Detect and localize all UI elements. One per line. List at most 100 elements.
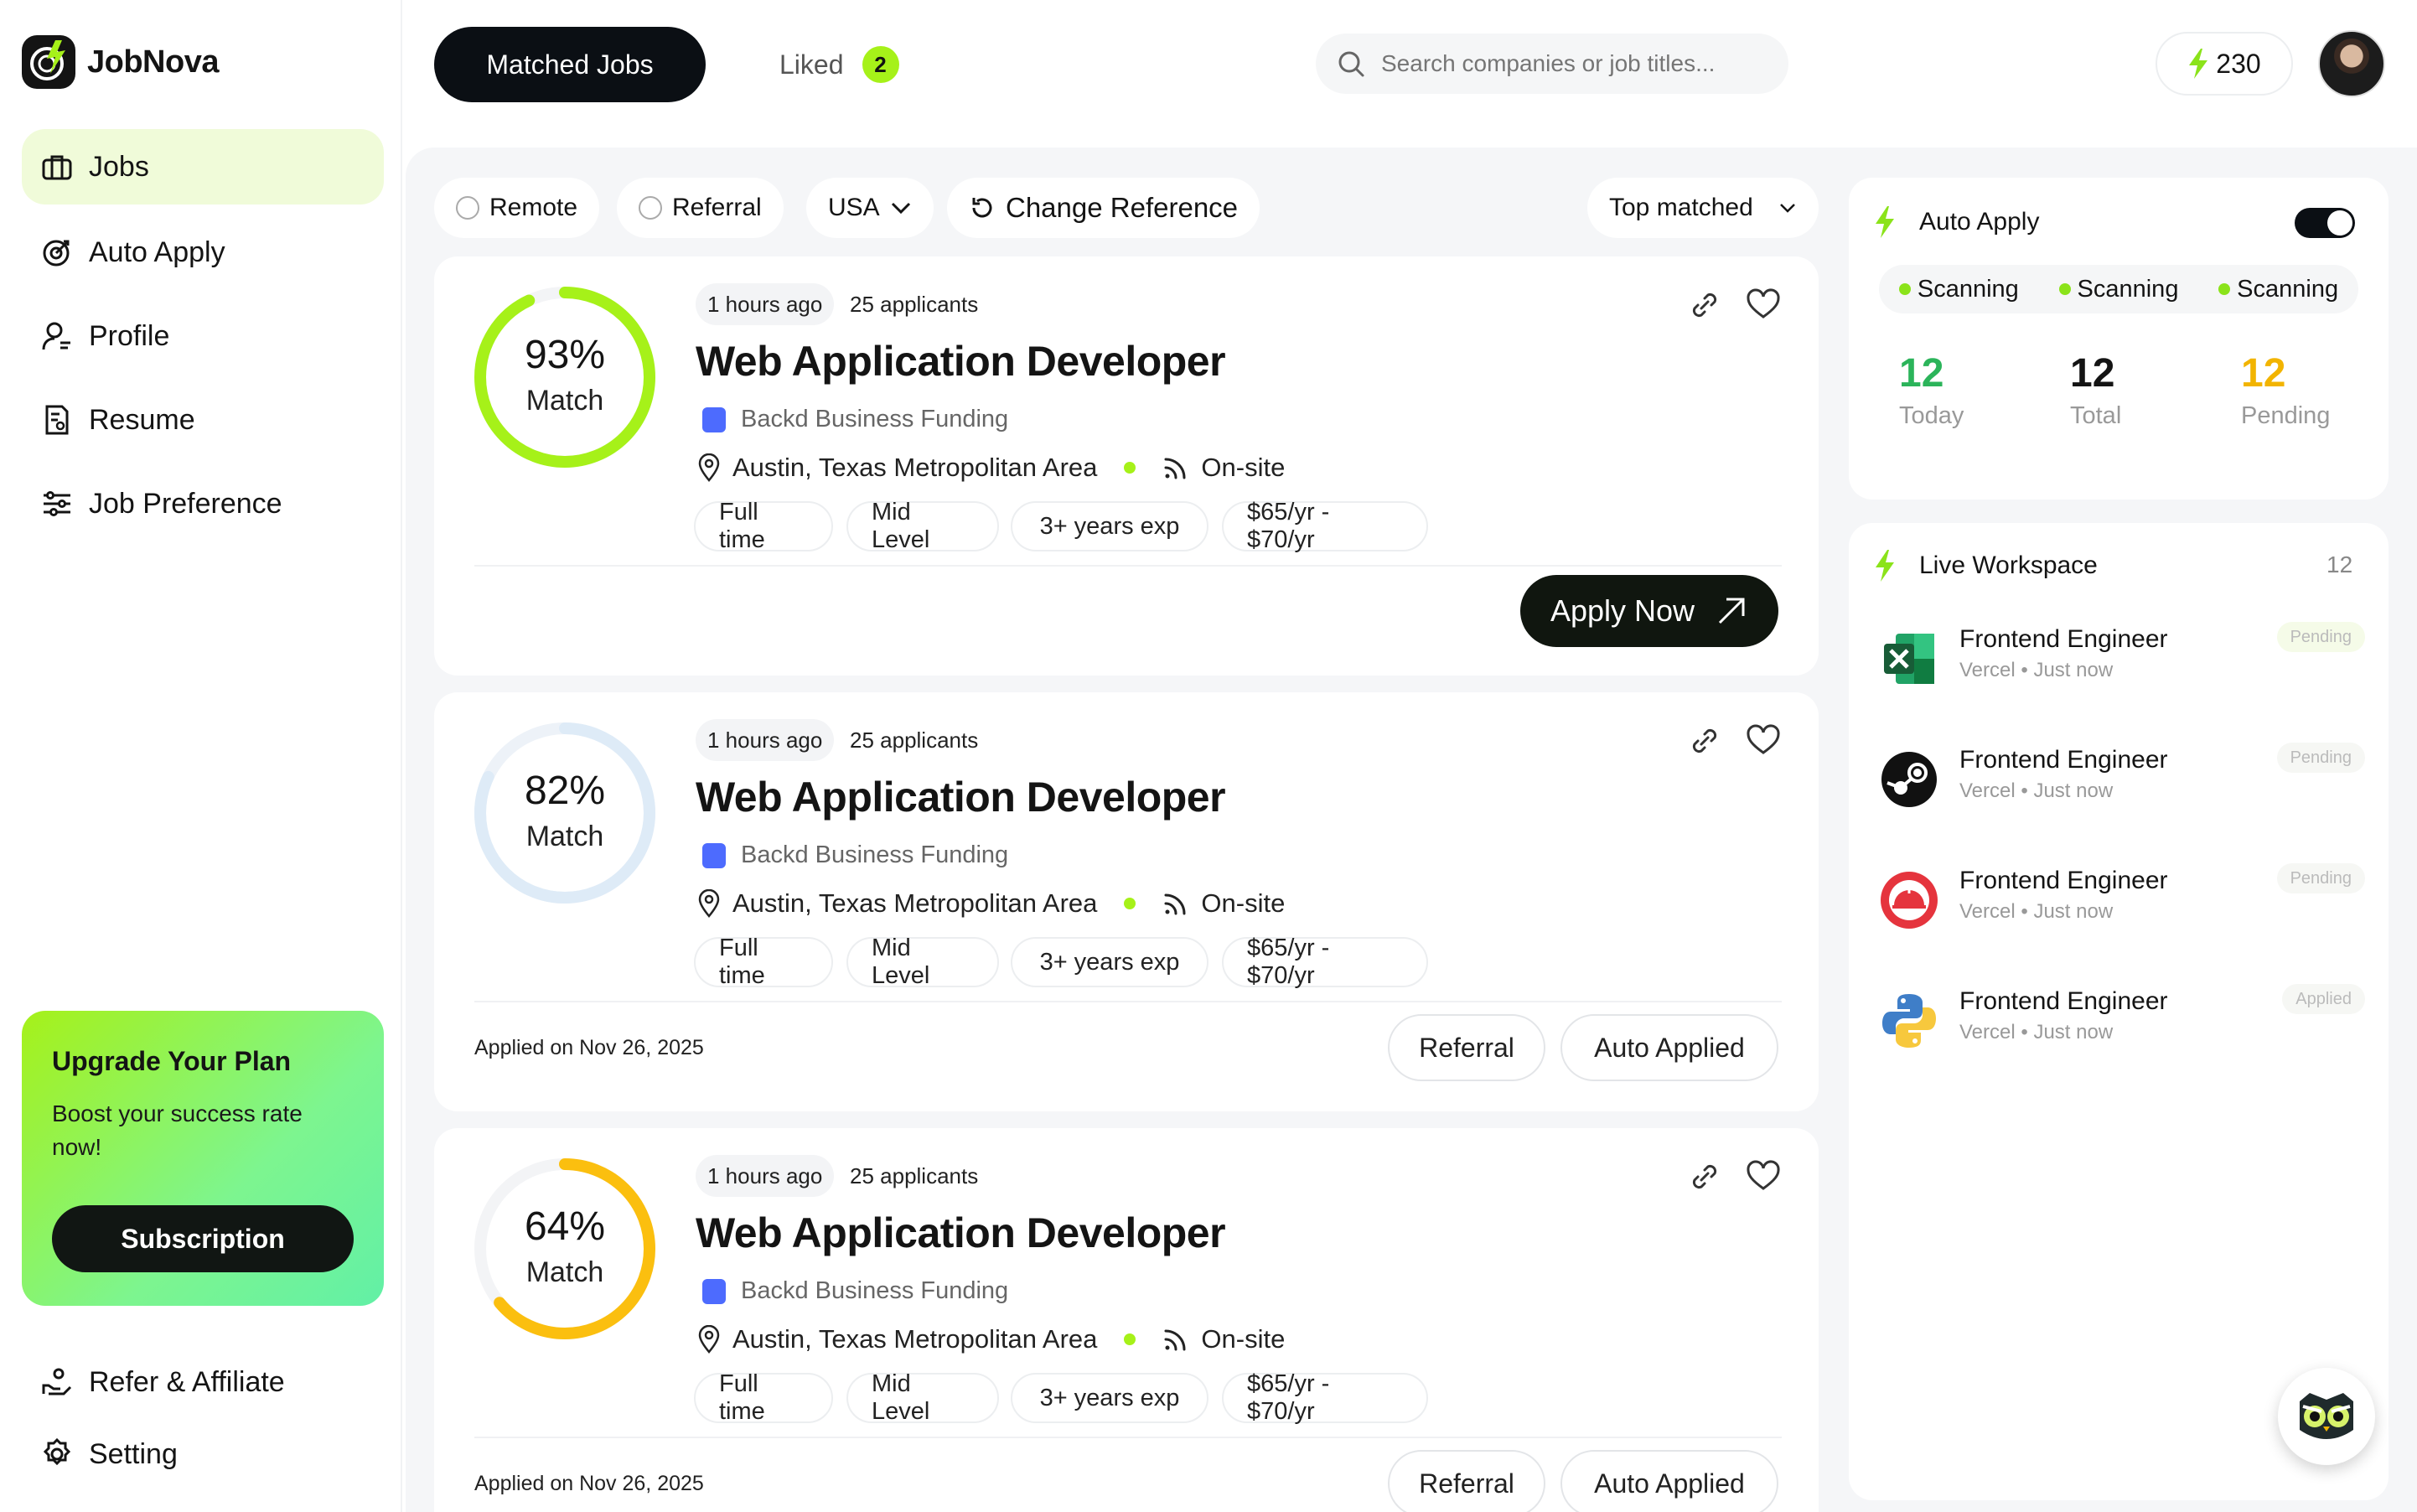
- excel-icon: [1884, 634, 1934, 684]
- search-input[interactable]: [1381, 50, 1767, 77]
- lightning-icon: [1876, 206, 1894, 238]
- job-title[interactable]: Web Application Developer: [696, 338, 1226, 385]
- status-badge: Pending: [2276, 622, 2365, 652]
- workspace-item-meta: Vercel • Just now: [1959, 659, 2114, 681]
- sidebar-item-jobs[interactable]: Jobs: [22, 129, 384, 205]
- tab-matched-jobs[interactable]: Matched Jobs: [434, 27, 706, 102]
- location-text: Austin, Texas Metropolitan Area: [732, 888, 1098, 918]
- refresh-icon: [972, 198, 992, 218]
- job-tag: Full time: [694, 1370, 833, 1425]
- auto-applied-button[interactable]: Auto Applied: [1560, 1014, 1778, 1081]
- heart-icon[interactable]: [1745, 287, 1782, 324]
- python-icon: [1882, 994, 1936, 1048]
- credits-pill[interactable]: 230: [2156, 32, 2293, 96]
- link-icon[interactable]: [1686, 1158, 1723, 1195]
- job-title[interactable]: Web Application Developer: [696, 774, 1226, 821]
- subscription-button[interactable]: Subscription: [52, 1205, 354, 1272]
- separator-dot: [1124, 898, 1136, 909]
- status-badge: Applied: [2282, 984, 2365, 1014]
- referral-button[interactable]: Referral: [1388, 1450, 1545, 1512]
- match-ring: [474, 1158, 655, 1339]
- workspace-item[interactable]: Frontend Engineer Vercel • Just now Appl…: [1879, 984, 2365, 1051]
- stat-today-value: 12: [1899, 351, 1944, 396]
- scanning-row: Scanning Scanning Scanning: [1879, 265, 2358, 313]
- sidebar-item-label: Setting: [89, 1437, 178, 1470]
- workspace-item[interactable]: Frontend Engineer Vercel • Just now Pend…: [1879, 622, 2365, 689]
- stat-total-label: Total: [2070, 402, 2122, 429]
- sidebar-item-setting[interactable]: Setting: [22, 1416, 384, 1492]
- link-icon[interactable]: [1686, 722, 1723, 759]
- avatar[interactable]: [2318, 30, 2385, 97]
- live-workspace-title: Live Workspace: [1919, 551, 2098, 579]
- job-tag: 3+ years exp: [1011, 501, 1208, 551]
- match-text: Match: [525, 821, 604, 852]
- applicants-count: 25 applicants: [850, 292, 979, 317]
- target-icon: [43, 240, 70, 267]
- workspace-item[interactable]: Frontend Engineer Vercel • Just now Pend…: [1879, 863, 2365, 930]
- filter-remote[interactable]: Remote: [434, 178, 600, 238]
- sidebar: JobNova Jobs Auto Apply Profile Resume J…: [0, 0, 402, 1512]
- workspace-item[interactable]: Frontend Engineer Vercel • Just now Pend…: [1879, 743, 2365, 810]
- sidebar-item-job-preference[interactable]: Job Preference: [22, 466, 384, 541]
- search-bar[interactable]: [1316, 34, 1788, 94]
- change-reference-button[interactable]: Change Reference: [947, 178, 1260, 238]
- match-text: Match: [525, 385, 604, 417]
- job-card[interactable]: [434, 1128, 1819, 1512]
- workspace-item-company: Vercel: [1959, 779, 2016, 802]
- match-percent: 93%: [524, 333, 606, 377]
- sidebar-item-label: Auto Apply: [89, 236, 225, 268]
- sidebar-item-refer[interactable]: Refer & Affiliate: [22, 1344, 384, 1420]
- referral-button[interactable]: Referral: [1388, 1014, 1545, 1081]
- sidebar-item-auto-apply[interactable]: Auto Apply: [22, 215, 384, 290]
- radio-icon: [456, 196, 479, 220]
- filter-referral[interactable]: Referral: [617, 178, 784, 238]
- assistant-owl-button[interactable]: [2278, 1368, 2375, 1465]
- tab-liked[interactable]: Liked 2: [779, 27, 899, 102]
- location-text: Austin, Texas Metropolitan Area: [732, 1324, 1098, 1354]
- match-percent: 82%: [524, 769, 606, 813]
- resume-icon: [45, 405, 69, 435]
- status-dot: [1898, 283, 1911, 295]
- sort-label: Top matched: [1609, 194, 1753, 221]
- filter-country[interactable]: USA: [806, 178, 934, 238]
- workspace-item-time: Just now: [2033, 659, 2114, 681]
- stat-today-label: Today: [1899, 402, 1964, 429]
- filter-country-label: USA: [828, 194, 880, 221]
- job-tag: Full time: [694, 935, 833, 989]
- heart-icon[interactable]: [1745, 1158, 1782, 1195]
- work-mode: On-site: [1201, 1324, 1286, 1354]
- status-dot: [2218, 283, 2231, 295]
- applied-on-date: Applied on Nov 26, 2025: [474, 1036, 704, 1059]
- workspace-item-meta: Vercel • Just now: [1959, 900, 2114, 923]
- workspace-item-time: Just now: [2033, 900, 2114, 923]
- tab-liked-label: Liked: [779, 49, 844, 80]
- sidebar-item-resume[interactable]: Resume: [22, 382, 384, 458]
- company-name: Backd Business Funding: [741, 406, 1009, 432]
- map-pin-icon: [698, 1325, 720, 1354]
- lightning-icon: [2189, 49, 2208, 79]
- heart-icon[interactable]: [1745, 722, 1782, 759]
- sort-select[interactable]: Top matched: [1587, 178, 1819, 238]
- workspace-item-title: Frontend Engineer: [1959, 867, 2168, 894]
- scanning-status: Scanning: [2218, 276, 2338, 303]
- auto-applied-button[interactable]: Auto Applied: [1560, 1450, 1778, 1512]
- location-row: Austin, Texas Metropolitan Area On-site: [697, 1324, 1285, 1354]
- job-title[interactable]: Web Application Developer: [696, 1209, 1226, 1256]
- apply-now-label: Apply Now: [1550, 593, 1695, 628]
- company-logo-icon: [702, 406, 726, 432]
- filter-remote-label: Remote: [489, 194, 578, 221]
- apply-now-button[interactable]: Apply Now: [1520, 575, 1778, 647]
- job-tag: Mid Level: [846, 935, 999, 989]
- status-badge: Pending: [2276, 743, 2365, 773]
- status-badge: Pending: [2276, 863, 2365, 893]
- company-name: Backd Business Funding: [741, 841, 1009, 868]
- posted-time: 1 hours ago: [696, 283, 835, 325]
- app-logo[interactable]: JobNova: [22, 35, 219, 89]
- match-ring: [474, 287, 655, 468]
- search-icon: [1338, 51, 1364, 77]
- sidebar-item-profile[interactable]: Profile: [22, 298, 384, 374]
- link-icon[interactable]: [1686, 287, 1723, 324]
- match-text: Match: [525, 1256, 604, 1288]
- auto-apply-toggle[interactable]: [2295, 208, 2355, 238]
- refer-icon: [42, 1368, 72, 1395]
